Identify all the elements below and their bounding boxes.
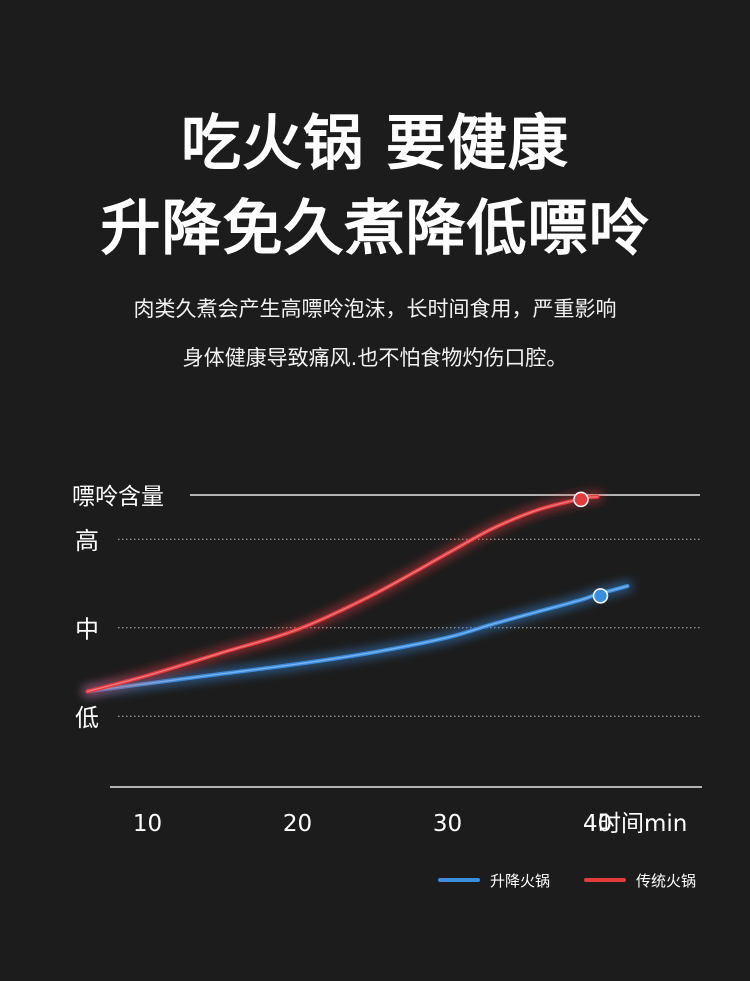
legend-item-lift-hotpot: 升降火锅 [438, 868, 550, 892]
series-highlight-traditional-hotpot [86, 496, 599, 692]
headline-line-2: 升降免久煮降低嘌呤 [100, 194, 650, 264]
x-axis-title: 时间min [598, 811, 687, 837]
x-tick-label: 10 [133, 811, 162, 837]
y-tick-label: 低 [75, 704, 99, 732]
headline-line-1: 吃火锅 要健康 [181, 109, 569, 179]
y-tick-label: 高 [75, 527, 99, 555]
legend-label-traditional-hotpot: 传统火锅 [636, 871, 697, 890]
x-tick-label: 20 [283, 811, 312, 837]
series-line-traditional-hotpot [85, 494, 600, 694]
description-line-2: 身体健康导致痛风.也不怕食物灼伤口腔。 [182, 346, 568, 370]
endpoint-marker-traditional-hotpot [573, 491, 589, 508]
y-tick-label: 中 [75, 616, 99, 644]
legend-swatch-lift-hotpot [438, 878, 480, 882]
series-highlight-lift-hotpot [86, 585, 629, 692]
description-line-1: 肉类久煮会产生高嘌呤泡沫，长时间食用，严重影响 [133, 297, 617, 321]
legend-label-lift-hotpot: 升降火锅 [490, 871, 551, 890]
y-axis-title: 嘌呤含量 [72, 484, 164, 510]
legend-item-traditional-hotpot: 传统火锅 [584, 868, 696, 892]
x-tick-label: 30 [433, 811, 462, 837]
x-tick-label: 40 [583, 811, 612, 837]
endpoint-marker-lift-hotpot [592, 588, 609, 604]
legend-swatch-traditional-hotpot [584, 878, 626, 882]
series-line-lift-hotpot [85, 584, 630, 694]
